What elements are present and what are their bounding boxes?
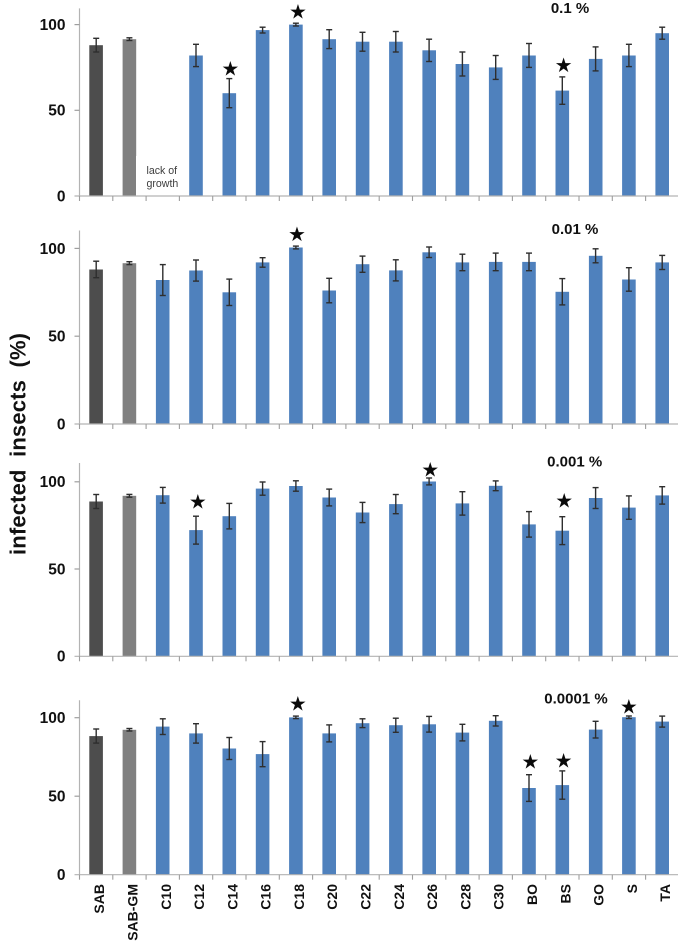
svg-text:BS: BS bbox=[557, 884, 573, 903]
svg-text:50: 50 bbox=[48, 103, 65, 120]
svg-text:★: ★ bbox=[289, 693, 307, 715]
svg-text:infected insects (%): infected insects (%) bbox=[6, 333, 31, 555]
svg-text:0.1 %: 0.1 % bbox=[551, 0, 589, 17]
svg-text:100: 100 bbox=[40, 17, 66, 34]
svg-text:C24: C24 bbox=[391, 884, 407, 910]
svg-text:C28: C28 bbox=[457, 884, 473, 910]
svg-text:100: 100 bbox=[40, 710, 66, 727]
svg-text:0.0001 %: 0.0001 % bbox=[544, 691, 607, 708]
svg-text:C20: C20 bbox=[324, 884, 340, 910]
svg-text:50: 50 bbox=[48, 789, 65, 806]
svg-text:C22: C22 bbox=[358, 884, 374, 910]
svg-text:C26: C26 bbox=[424, 884, 440, 910]
svg-text:★: ★ bbox=[555, 55, 573, 77]
svg-text:C12: C12 bbox=[191, 884, 207, 910]
svg-text:★: ★ bbox=[288, 224, 306, 246]
svg-text:0: 0 bbox=[57, 649, 66, 666]
svg-text:★: ★ bbox=[289, 2, 307, 24]
svg-text:C30: C30 bbox=[491, 884, 507, 910]
svg-text:SAB: SAB bbox=[91, 884, 107, 914]
svg-text:50: 50 bbox=[48, 561, 65, 578]
svg-text:TA: TA bbox=[657, 884, 673, 902]
svg-text:0: 0 bbox=[57, 188, 66, 205]
svg-text:★: ★ bbox=[221, 59, 239, 81]
svg-text:★: ★ bbox=[555, 750, 573, 772]
svg-text:50: 50 bbox=[48, 329, 65, 346]
svg-text:C18: C18 bbox=[291, 884, 307, 910]
svg-text:0.001 %: 0.001 % bbox=[547, 454, 602, 471]
svg-text:growth: growth bbox=[147, 178, 179, 190]
svg-text:★: ★ bbox=[620, 696, 638, 718]
svg-text:C16: C16 bbox=[258, 884, 274, 910]
svg-text:SAB-GM: SAB-GM bbox=[124, 884, 140, 941]
svg-text:★: ★ bbox=[189, 492, 207, 514]
svg-text:BO: BO bbox=[524, 884, 540, 905]
svg-text:C10: C10 bbox=[158, 884, 174, 910]
svg-text:0.01 %: 0.01 % bbox=[552, 221, 599, 238]
svg-text:lack of: lack of bbox=[147, 165, 178, 177]
svg-text:0: 0 bbox=[57, 867, 66, 884]
svg-text:★: ★ bbox=[421, 460, 439, 482]
svg-text:0: 0 bbox=[57, 416, 66, 433]
svg-text:100: 100 bbox=[40, 474, 66, 491]
svg-text:GO: GO bbox=[591, 884, 607, 906]
svg-text:C14: C14 bbox=[224, 884, 240, 910]
svg-text:S: S bbox=[624, 884, 640, 893]
svg-text:★: ★ bbox=[521, 752, 539, 774]
svg-text:100: 100 bbox=[40, 241, 66, 258]
svg-text:★: ★ bbox=[555, 490, 573, 512]
